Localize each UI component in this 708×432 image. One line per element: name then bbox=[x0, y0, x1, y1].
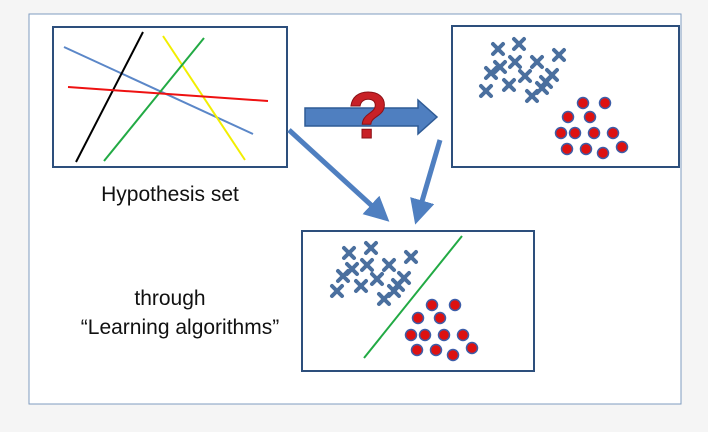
circle-marker-icon bbox=[576, 96, 590, 110]
x-marker-icon bbox=[354, 279, 368, 293]
circle-marker-icon bbox=[456, 328, 470, 342]
circle-marker-icon bbox=[606, 126, 620, 140]
x-marker-icon bbox=[342, 246, 356, 260]
hypothesis-lines bbox=[63, 31, 269, 163]
x-marker-icon bbox=[552, 48, 566, 62]
x-marker-icon bbox=[330, 284, 344, 298]
arrow-data-to-result bbox=[410, 139, 443, 225]
data-box-crosses bbox=[479, 37, 566, 103]
result-box-crosses bbox=[330, 241, 418, 306]
circle-marker-icon bbox=[560, 142, 574, 156]
circle-marker-icon bbox=[411, 311, 425, 325]
hypothesis-set-label: Hypothesis set bbox=[101, 183, 239, 206]
x-marker-icon bbox=[370, 272, 384, 286]
circle-marker-icon bbox=[448, 298, 462, 312]
circle-marker-icon bbox=[418, 328, 432, 342]
x-marker-icon bbox=[382, 258, 396, 272]
circle-marker-icon bbox=[615, 140, 629, 154]
hypothesis-line-yellow bbox=[162, 35, 246, 161]
block-arrow-icon bbox=[304, 98, 439, 136]
hypothesis-line-blue bbox=[63, 46, 254, 135]
circle-marker-icon bbox=[446, 348, 460, 362]
x-marker-icon bbox=[404, 250, 418, 264]
x-marker-icon bbox=[493, 60, 507, 74]
circle-marker-icon bbox=[433, 311, 447, 325]
x-marker-icon bbox=[535, 81, 549, 95]
hypothesis-box bbox=[52, 26, 288, 168]
hypothesis-line-green bbox=[103, 37, 205, 162]
circle-marker-icon bbox=[596, 146, 610, 160]
through-label: through bbox=[134, 287, 206, 310]
x-marker-icon bbox=[484, 66, 498, 80]
x-marker-icon bbox=[502, 78, 516, 92]
x-marker-icon bbox=[336, 269, 350, 283]
question-mark: ? bbox=[348, 78, 388, 152]
circle-marker-icon bbox=[425, 298, 439, 312]
arrow-hypothesis-to-result bbox=[287, 128, 390, 222]
x-marker-icon bbox=[491, 42, 505, 56]
x-marker-icon bbox=[397, 271, 411, 285]
circle-marker-icon bbox=[568, 126, 582, 140]
hypothesis-line-black bbox=[75, 31, 144, 163]
circle-marker-icon bbox=[561, 110, 575, 124]
data-box-dots bbox=[554, 96, 629, 160]
x-marker-icon bbox=[508, 55, 522, 69]
circle-marker-icon bbox=[579, 142, 593, 156]
circle-marker-icon bbox=[583, 110, 597, 124]
circle-marker-icon bbox=[429, 343, 443, 357]
circle-marker-icon bbox=[437, 328, 451, 342]
result-box-dots bbox=[404, 298, 479, 362]
x-marker-icon bbox=[545, 68, 559, 82]
x-marker-icon bbox=[387, 284, 401, 298]
x-marker-icon bbox=[530, 55, 544, 69]
separating-line bbox=[363, 235, 463, 359]
x-marker-icon bbox=[518, 69, 532, 83]
x-marker-icon bbox=[479, 84, 493, 98]
x-marker-icon bbox=[364, 241, 378, 255]
circle-marker-icon bbox=[598, 96, 612, 110]
circle-marker-icon bbox=[554, 126, 568, 140]
circle-marker-icon bbox=[404, 328, 418, 342]
learning-algorithms-label: “Learning algorithms” bbox=[80, 316, 280, 339]
x-marker-icon bbox=[512, 37, 526, 51]
x-marker-icon bbox=[360, 258, 374, 272]
hypothesis-line-red bbox=[67, 86, 269, 102]
circle-marker-icon bbox=[587, 126, 601, 140]
circle-marker-icon bbox=[465, 341, 479, 355]
circle-marker-icon bbox=[410, 343, 424, 357]
